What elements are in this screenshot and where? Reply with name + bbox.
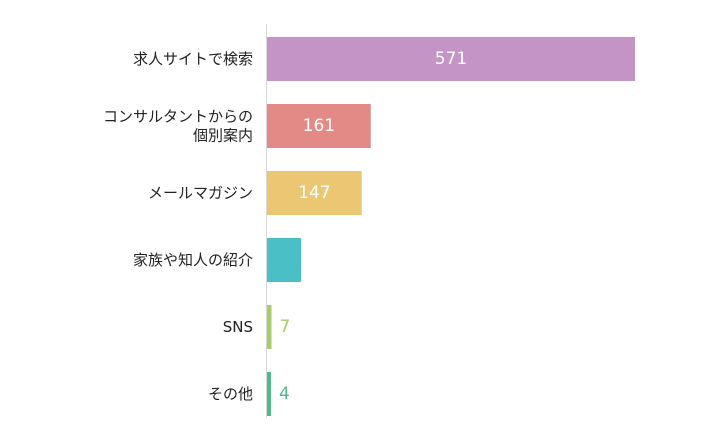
value-label-2: 147 [298, 183, 330, 203]
bar-0 [267, 37, 635, 81]
bar-2 [267, 171, 362, 215]
value-label-5: 4 [279, 384, 290, 404]
value-label-1: 161 [303, 116, 335, 136]
bar-4 [267, 305, 272, 349]
bar-3 [267, 238, 302, 282]
category-label-1-0: コンサルタントからの [103, 108, 253, 126]
category-label-4-0: SNS [223, 318, 253, 336]
category-label-0-0: 求人サイトで検索 [133, 50, 253, 68]
category-label-5-0: その他 [208, 385, 253, 403]
value-label-0: 571 [435, 49, 467, 69]
value-label-4: 7 [280, 317, 291, 337]
category-label-2-0: メールマガジン [148, 184, 253, 202]
value-label-3: 53 [309, 250, 331, 270]
bar-5 [267, 372, 271, 416]
bar-1 [267, 104, 371, 148]
category-label-3-0: 家族や知人の紹介 [133, 251, 253, 269]
category-label-1-1: 個別案内 [193, 127, 253, 145]
